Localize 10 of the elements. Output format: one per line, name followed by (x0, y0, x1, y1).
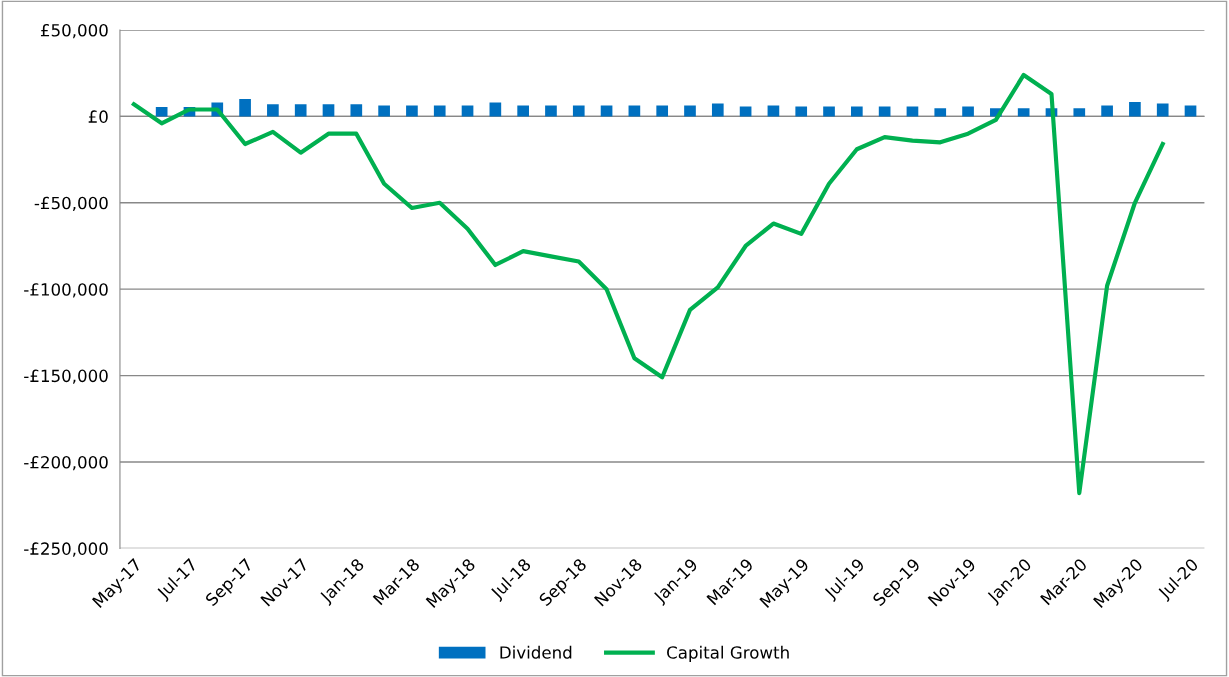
y-tick-label: -£100,000 (24, 283, 108, 298)
y-tick-label: -£50,000 (34, 196, 108, 212)
line-series (131, 72, 1165, 496)
legend-label: Capital Growth (667, 645, 789, 662)
legend-label: Dividend (500, 645, 572, 659)
y-tick-label: £0 (88, 110, 108, 123)
y-tick-label: -£250,000 (24, 542, 108, 557)
y-tick-label: -£200,000 (24, 455, 108, 471)
y-tick-label: £50,000 (40, 23, 108, 39)
y-tick-label: -£150,000 (24, 369, 108, 384)
